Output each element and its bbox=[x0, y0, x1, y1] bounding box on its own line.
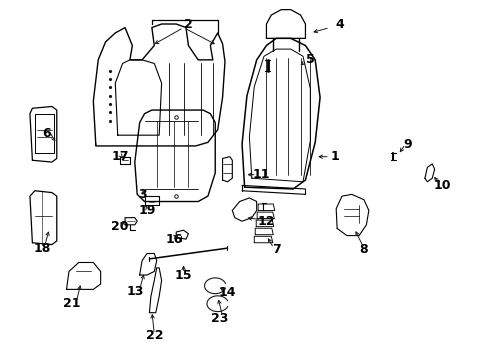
Text: 5: 5 bbox=[305, 53, 314, 66]
Text: 16: 16 bbox=[165, 233, 182, 246]
Text: 8: 8 bbox=[359, 243, 367, 256]
Text: 6: 6 bbox=[42, 127, 51, 140]
Text: 2: 2 bbox=[183, 18, 192, 31]
Text: 21: 21 bbox=[62, 297, 80, 310]
Text: 7: 7 bbox=[271, 243, 280, 256]
Text: 20: 20 bbox=[111, 220, 129, 233]
Text: 11: 11 bbox=[252, 168, 270, 181]
Text: 10: 10 bbox=[432, 179, 450, 192]
Text: 15: 15 bbox=[174, 269, 192, 282]
Text: 23: 23 bbox=[211, 311, 228, 325]
Text: 22: 22 bbox=[145, 329, 163, 342]
Text: 3: 3 bbox=[138, 188, 146, 201]
Text: 9: 9 bbox=[403, 138, 411, 150]
Text: 1: 1 bbox=[330, 150, 338, 163]
Text: 19: 19 bbox=[138, 204, 155, 217]
Text: 17: 17 bbox=[111, 150, 129, 163]
Text: 14: 14 bbox=[218, 287, 236, 300]
Text: 12: 12 bbox=[257, 215, 275, 228]
Text: 13: 13 bbox=[126, 285, 143, 298]
Text: 4: 4 bbox=[334, 18, 343, 31]
Text: 18: 18 bbox=[33, 242, 51, 255]
